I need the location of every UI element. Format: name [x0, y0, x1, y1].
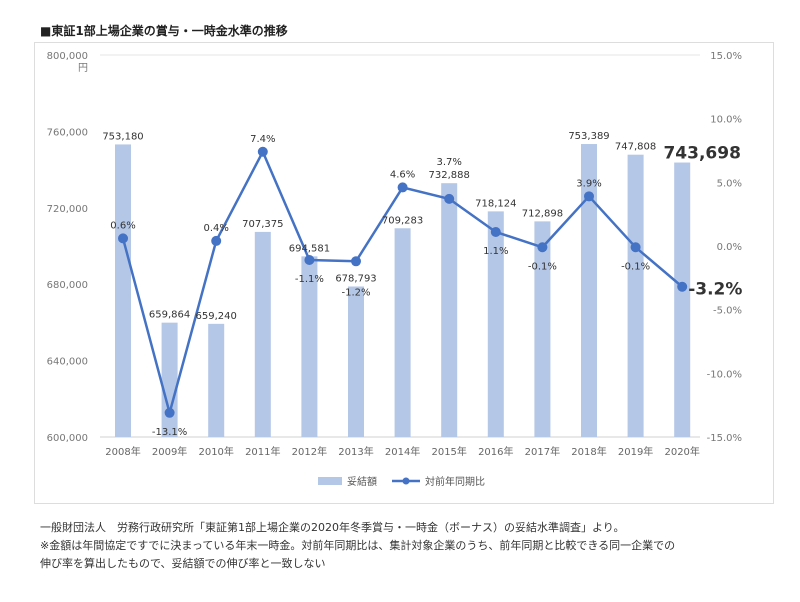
line-data-label: 0.6% [110, 220, 135, 231]
line-data-label: -13.1% [152, 427, 187, 438]
line-point [211, 235, 222, 246]
x-tick-label: 2017年 [525, 445, 560, 458]
bar [348, 286, 364, 437]
right-tick-label: -15.0% [707, 433, 742, 444]
bar-data-label: 709,283 [382, 215, 423, 226]
line-data-label: -0.1% [528, 261, 557, 272]
left-tick-label: 640,000 [47, 357, 88, 368]
left-tick-label: 760,000 [47, 127, 88, 138]
legend-bar-label: 妥結額 [347, 475, 377, 488]
line-point [490, 226, 501, 237]
line-data-label: 7.4% [250, 134, 275, 145]
x-tick-label: 2015年 [431, 445, 466, 458]
bar [674, 162, 691, 438]
line-point [304, 255, 315, 266]
x-tick-label: 2016年 [478, 445, 513, 458]
x-tick-label: 2020年 [664, 445, 699, 458]
bar [394, 228, 411, 437]
note-line: 伸び率を算出したもので、妥結額での伸び率と一致しない [40, 557, 326, 570]
source-notes: 一般財団法人 労務行政研究所「東証第1部上場企業の2020年冬季賞与・一時金（ボ… [40, 519, 675, 573]
line-point [444, 193, 455, 204]
bar [208, 323, 225, 437]
x-tick-label: 2011年 [245, 445, 280, 458]
x-tick-label: 2009年 [152, 445, 187, 458]
right-tick-label: 0.0% [717, 242, 742, 253]
line-point [397, 182, 408, 193]
line-point [351, 256, 361, 267]
chart-title: ■東証1部上場企業の賞与・一時金水準の推移 [40, 24, 288, 38]
bar-data-label: 747,808 [615, 142, 656, 153]
left-tick-label: 800,000 [47, 51, 88, 62]
left-axis-unit: 円 [78, 63, 88, 74]
x-tick-label: 2010年 [198, 445, 233, 458]
x-tick-label: 2012年 [292, 445, 327, 458]
right-tick-label: -5.0% [713, 306, 742, 317]
bar [441, 183, 458, 437]
line-point [118, 233, 128, 244]
bar-data-label: 659,864 [149, 310, 190, 321]
legend-line-label: 対前年同期比 [425, 475, 485, 488]
right-tick-label: 10.0% [710, 115, 742, 126]
x-tick-label: 2019年 [618, 445, 653, 458]
line-point [257, 146, 268, 157]
line-data-label: -3.2% [688, 280, 742, 300]
line-point [584, 191, 594, 202]
right-tick-label: -10.0% [707, 369, 742, 380]
right-tick-label: 5.0% [717, 178, 742, 189]
bar [115, 144, 131, 437]
line-data-label: -0.1% [621, 261, 650, 272]
bar-data-label: 743,698 [663, 144, 740, 164]
line-point [630, 242, 641, 253]
bar-data-label: 718,124 [475, 198, 516, 209]
chart-frame [34, 42, 774, 504]
line-point [677, 281, 688, 292]
chart: 600,000 640,000 680,000 720,000 760,000 800,0… [47, 51, 743, 488]
line-data-label: 3.9% [576, 178, 601, 189]
line-data-label: 0.4% [203, 223, 228, 234]
line-data-label: -1.1% [295, 274, 324, 285]
bar-data-label: 732,888 [429, 170, 470, 181]
bar-data-label: 694,581 [289, 243, 330, 254]
left-tick-label: 680,000 [47, 280, 88, 291]
line-data-label: -1.2% [341, 287, 370, 298]
x-tick-label: 2008年 [105, 445, 140, 458]
bar [581, 144, 597, 437]
bar-data-label: 678,793 [335, 274, 376, 285]
line-data-label: 3.7% [436, 157, 461, 168]
note-line: ※金額は年間協定ですでに決まっている年末一時金。対前年同期比は、集計対象企業のう… [40, 539, 676, 552]
left-tick-label: 600,000 [47, 433, 88, 444]
bar-data-label: 753,180 [102, 131, 143, 142]
left-tick-label: 720,000 [47, 204, 88, 215]
bar [301, 256, 318, 437]
right-tick-label: 15.0% [710, 51, 742, 62]
bar-data-label: 707,375 [242, 219, 283, 230]
bar [534, 221, 551, 437]
x-tick-label: 2018年 [571, 445, 606, 458]
x-tick-label: 2014年 [385, 445, 420, 458]
bar [627, 154, 644, 438]
bar [161, 322, 178, 437]
bar-data-label: 753,389 [568, 131, 609, 142]
legend-line-marker [402, 477, 410, 485]
bar [254, 231, 271, 437]
bar [487, 211, 504, 437]
line-point [537, 242, 548, 253]
line-data-label: 4.6% [390, 169, 415, 180]
bar-data-label: 659,240 [196, 311, 237, 322]
line-data-label: 1.1% [483, 246, 508, 257]
note-line: 一般財団法人 労務行政研究所「東証第1部上場企業の2020年冬季賞与・一時金（ボ… [40, 521, 625, 534]
line-point [164, 407, 175, 418]
bar-data-label: 712,898 [522, 208, 563, 219]
x-tick-label: 2013年 [338, 445, 373, 458]
legend-bar-swatch [318, 477, 342, 485]
